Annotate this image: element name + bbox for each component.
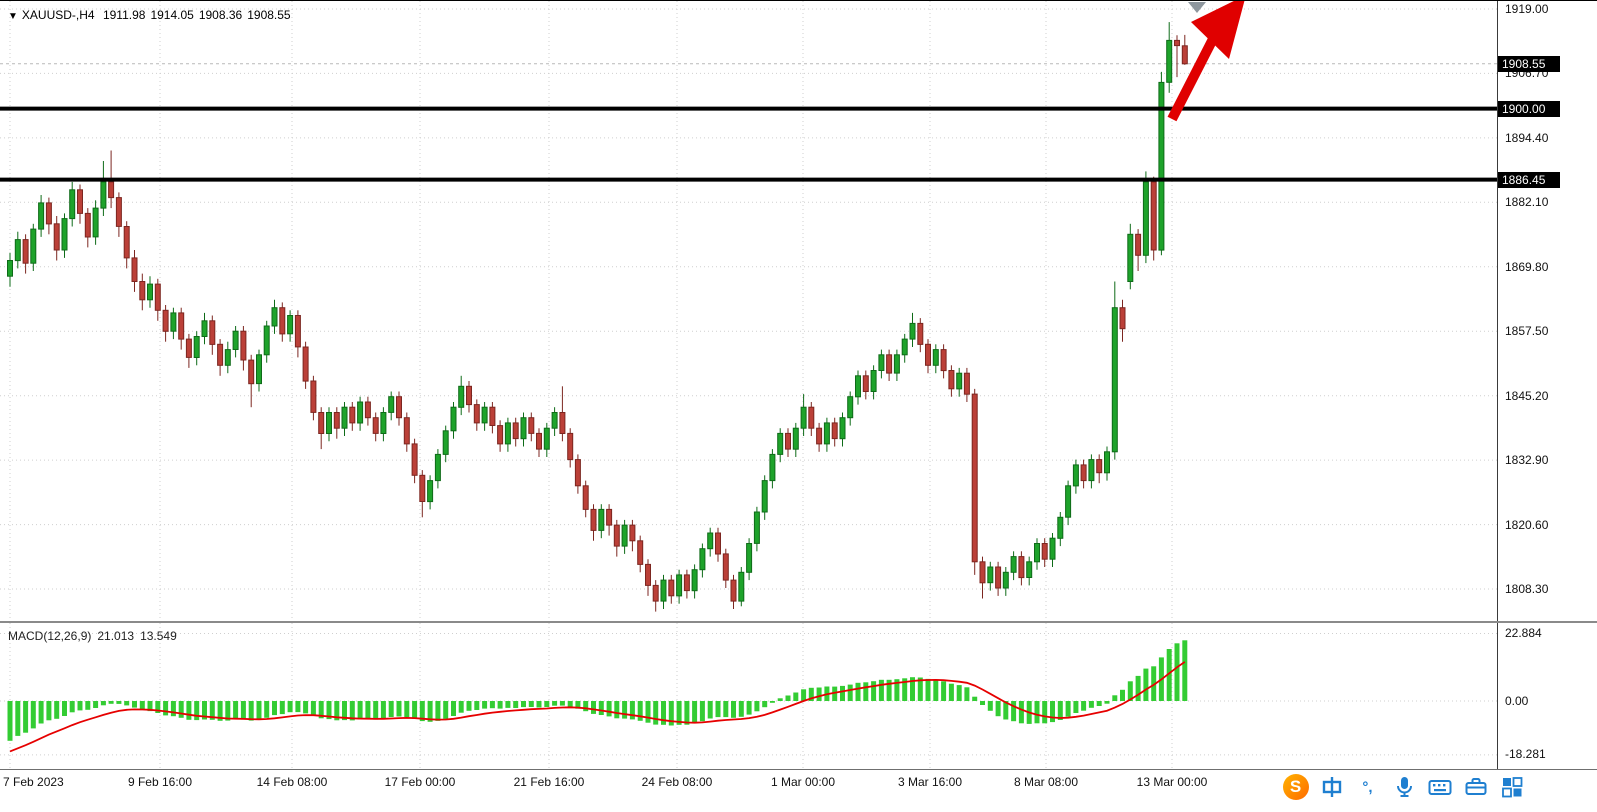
- sogou-logo-letter: S: [1289, 777, 1302, 796]
- macd-histogram: [7, 640, 1188, 741]
- price-tick-label: 1869.80: [1505, 259, 1549, 274]
- time-tick-label: 9 Feb 16:00: [127, 775, 193, 789]
- symbol-info-overlay: ▼ XAUUSD-,H4 1911.98 1914.05 1908.36 1908.55: [8, 8, 296, 22]
- macd-axis-label-zero: 0.00: [1505, 694, 1529, 708]
- time-tick-label: 14 Feb 08:00: [256, 775, 328, 789]
- price-tick-label: 1882.10: [1505, 195, 1549, 210]
- price-tick-label: 1894.40: [1505, 130, 1549, 145]
- ime-toolbar: S °,: [1282, 772, 1525, 802]
- macd-axis-label-max: 22.884: [1505, 626, 1542, 640]
- bar-low-value: 1908.36: [198, 8, 243, 22]
- time-tick-label: 21 Feb 16:00: [513, 775, 585, 789]
- horizontal-level-lines[interactable]: [0, 106, 1497, 182]
- chinese-mode-icon[interactable]: [1318, 774, 1345, 801]
- macd-panel[interactable]: [0, 623, 1497, 769]
- price-tick-label: 1845.20: [1505, 388, 1549, 403]
- price-tick-label: 1808.30: [1505, 582, 1549, 596]
- macd-indicator-label: MACD(12,26,9) 21.013 13.549: [8, 629, 183, 643]
- time-tick-label: 17 Feb 00:00: [384, 775, 456, 789]
- symbol-timeframe-label: XAUUSD-,H4: [21, 8, 95, 22]
- toolbox-icon[interactable]: [1462, 774, 1489, 801]
- mic-icon[interactable]: [1390, 774, 1417, 801]
- punctuation-mode-icon[interactable]: °,: [1362, 778, 1373, 796]
- macd-signal-value: 13.549: [140, 629, 177, 643]
- main-grid: [0, 1, 1497, 623]
- macd-main-value: 21.013: [97, 629, 135, 643]
- candles-layer: [7, 22, 1188, 612]
- price-tick-label: 1832.90: [1505, 453, 1549, 468]
- level-price-badge[interactable]: 1900.00: [1498, 100, 1560, 117]
- time-tick-label: 8 Mar 08:00: [1013, 775, 1079, 789]
- price-tick-label: 1919.00: [1505, 2, 1549, 16]
- time-tick-label: 7 Feb 2023: [3, 775, 64, 789]
- time-tick-label: 13 Mar 00:00: [1136, 775, 1208, 789]
- time-tick-label: 24 Feb 08:00: [641, 775, 713, 789]
- main-chart-plot[interactable]: ▼ XAUUSD-,H4 1911.98 1914.05 1908.36 1908.55: [0, 1, 1497, 623]
- time-tick-label: 3 Mar 16:00: [897, 775, 963, 789]
- time-tick-label: 1 Mar 00:00: [770, 775, 836, 789]
- sogou-logo-icon[interactable]: S: [1282, 774, 1309, 801]
- level-price-badge[interactable]: 1886.45: [1498, 171, 1560, 188]
- bar-open-value: 1911.98: [102, 8, 146, 22]
- macd-axis-label-min: -18.281: [1505, 747, 1546, 761]
- keyboard-icon[interactable]: [1426, 774, 1453, 801]
- panel-splitter[interactable]: [0, 621, 1597, 623]
- macd-chart: [0, 623, 1497, 769]
- bar-high-value: 1914.05: [150, 8, 194, 22]
- price-tick-label: 1857.50: [1505, 324, 1549, 339]
- macd-grid: [0, 623, 1497, 769]
- current-price-badge: 1908.55: [1498, 55, 1560, 72]
- grid-panel-icon[interactable]: [1498, 774, 1525, 801]
- macd-signal-line: [9, 661, 1186, 753]
- bar-close-value: 1908.55: [247, 8, 291, 22]
- macd-name: MACD(12,26,9): [8, 629, 92, 643]
- collapse-triangle-icon[interactable]: ▼: [8, 11, 18, 22]
- candlestick-chart: [0, 1, 1497, 623]
- price-tick-label: 1820.60: [1505, 517, 1549, 532]
- price-scale[interactable]: 22.884 0.00 -18.281 1919.00 1906.70 1894.4…: [1497, 1, 1597, 769]
